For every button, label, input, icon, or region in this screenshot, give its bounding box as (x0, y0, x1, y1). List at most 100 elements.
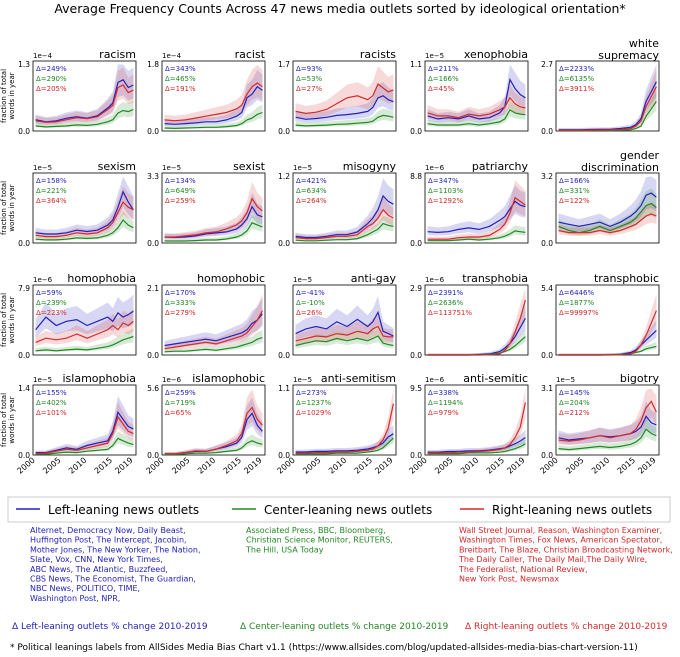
panel-racists: 0.0 1.7 racists Δ=93% Δ=53% Δ=27% (278, 48, 397, 136)
right-band (35, 67, 134, 125)
ytick-top: 9.5 (410, 384, 422, 393)
center-line (427, 230, 526, 242)
center-pct-change: Δ=204% (559, 399, 590, 407)
outlet-line: NBC News, POLITICO, TIME, (30, 584, 140, 593)
right-line (164, 406, 263, 455)
center-line (164, 337, 263, 353)
left-line (295, 433, 394, 453)
panel-title: anti-gay (351, 272, 397, 285)
outlet-line: The Daily Caller, The Daily Mail,The Dai… (458, 555, 647, 564)
ytick-bottom: 0.0 (541, 451, 553, 460)
ytick-top: 3.1 (541, 384, 553, 393)
right-line (164, 310, 263, 350)
y-axis-label-line2: words in year (8, 184, 16, 231)
panel-frame (292, 60, 397, 132)
center-line (295, 335, 394, 347)
panel-anti-semitic: 0.0 9.51e−6 anti-semitic Δ=338% Δ=1194% Δ=979… (407, 372, 529, 476)
panel-misogyny: 0.0 1.21e−5 misogyny Δ=421% Δ=634% Δ=264% (278, 160, 396, 248)
right-line (295, 403, 394, 454)
left-band (35, 176, 134, 237)
outlet-lists: Alternet, Democracy Now, Daily Beast,Huf… (30, 526, 673, 603)
panel-frame (32, 172, 137, 244)
y-axis-label-line1: fraction of total (0, 181, 8, 235)
footnote: * Political leanings labels from AllSide… (10, 643, 638, 653)
left-line (164, 205, 263, 239)
legend-frame (7, 496, 671, 523)
center-line (427, 108, 526, 126)
center-band (558, 188, 657, 236)
xtick: 2010 (327, 456, 348, 476)
outlet-line: Wall Street Journal, Reason, Washington … (459, 526, 662, 535)
xtick: 2005 (433, 456, 454, 476)
y-axis-label: fraction of totalwords in year (0, 181, 16, 235)
right-line (164, 82, 263, 122)
center-line (35, 219, 134, 241)
panel-title: patriarchy (472, 160, 529, 173)
center-pct-change: Δ=1237% (296, 399, 331, 407)
left-band (558, 401, 657, 445)
right-pct-change: Δ=27% (296, 85, 323, 93)
panel-title-line1: white (629, 37, 659, 50)
panel-frame (555, 172, 660, 244)
center-line (164, 222, 263, 242)
change-label-left: Δ Left-leaning outlets % change 2010-201… (12, 622, 208, 632)
right-pct-change: Δ=279% (165, 309, 196, 317)
ytick-bottom: 0.0 (541, 351, 553, 360)
right-band (295, 315, 394, 346)
outlet-line: New York Post, Newsmax (459, 575, 559, 584)
center-pct-change: Δ=465% (165, 75, 196, 83)
panel-frame (292, 384, 397, 456)
scale-label: 1e−5 (162, 164, 181, 172)
left-pct-change: Δ=2391% (428, 289, 463, 297)
right-line (35, 320, 134, 343)
right-band (558, 388, 657, 446)
y-axis-label: fraction of totalwords in year (0, 69, 16, 123)
left-pct-change: Δ=211% (428, 65, 459, 73)
center-pct-change: Δ=221% (36, 187, 67, 195)
right-line (295, 325, 394, 342)
panel-islamophobic: 0.0 5.61e−6 islamophobic Δ=259% Δ=719% Δ=65% 2… (144, 372, 266, 476)
ytick-top: 1.7 (278, 60, 290, 69)
ytick-bottom: 0.0 (541, 127, 553, 136)
left-line (427, 200, 526, 234)
y-axis-label-line2: words in year (8, 396, 16, 443)
right-pct-change: Δ=1292% (428, 197, 463, 205)
panel-frame (292, 284, 397, 356)
ytick-top: 2.9 (410, 284, 422, 293)
center-line (295, 437, 394, 455)
right-band (35, 186, 134, 239)
right-pct-change: Δ=101% (36, 409, 67, 417)
xtick: 2015 (93, 456, 114, 476)
center-line (295, 222, 394, 242)
left-line (164, 85, 263, 125)
ytick-bottom: 0.0 (147, 351, 159, 360)
outlet-line: Breitbart, The Blaze, Christian Broadcas… (459, 545, 673, 554)
left-band (164, 298, 263, 349)
ytick-bottom: 0.0 (278, 239, 290, 248)
ytick-bottom: 0.0 (410, 451, 422, 460)
ytick-bottom: 0.0 (278, 351, 290, 360)
xtick: 2019 (242, 456, 263, 476)
change-label-center: Δ Center-leaning outlets % change 2010-2… (240, 622, 449, 632)
scale-label: 1e−5 (293, 276, 312, 284)
left-line (35, 190, 134, 235)
center-pct-change: Δ=166% (428, 75, 459, 83)
panel-title: homophobia (67, 272, 136, 285)
center-pct-change: Δ=402% (36, 399, 67, 407)
right-pct-change: Δ=113751% (428, 309, 472, 317)
xtick: 2010 (196, 456, 217, 476)
left-pct-change: Δ=59% (36, 289, 63, 297)
outlet-line: Washington Post, NPR, (30, 594, 120, 603)
change-label-right: Δ Right-leaning outlets % change 2010-20… (465, 622, 668, 632)
panel-title: anti-semitism (321, 372, 396, 385)
right-line (295, 83, 394, 115)
center-band (427, 101, 526, 127)
center-pct-change: Δ=331% (559, 187, 590, 195)
panel-frame (292, 172, 397, 244)
right-pct-change: Δ=122% (559, 197, 590, 205)
center-band (164, 104, 263, 130)
left-pct-change: Δ=421% (296, 177, 327, 185)
